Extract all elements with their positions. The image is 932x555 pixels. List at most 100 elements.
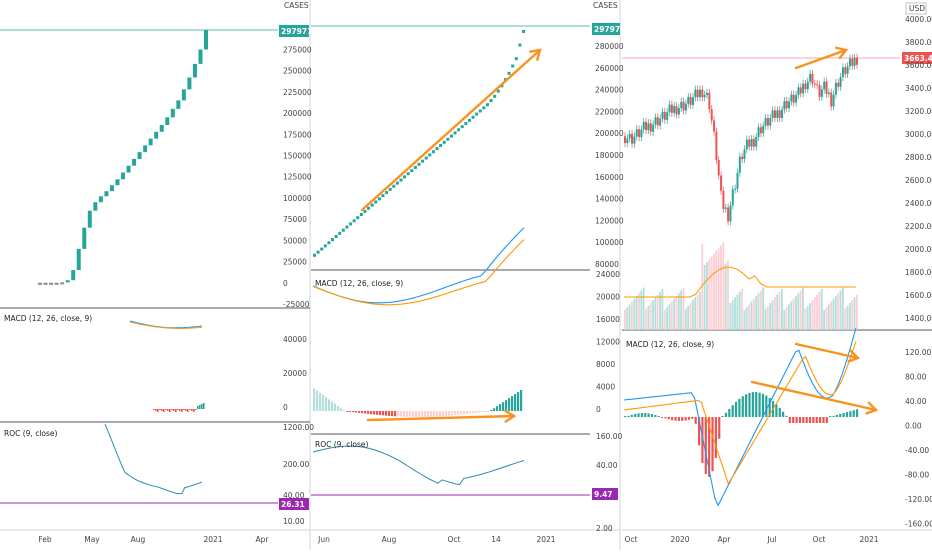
candle-body-20 [670, 104, 673, 113]
right-y-tick-4: 3200.00 [905, 107, 932, 116]
mid-macd-hist-39 [430, 411, 433, 417]
volume-bar-13 [654, 297, 657, 330]
right-macd-hist-57 [815, 417, 818, 423]
right-macd-hist-26 [711, 417, 714, 472]
right-macd-hist-67 [849, 411, 852, 417]
candle-body-48 [736, 172, 739, 189]
left-x-label-3: 2021 [203, 535, 222, 544]
candle-body-24 [680, 101, 683, 109]
candle-body-15 [659, 118, 662, 126]
right-macd-hist-22 [697, 417, 701, 446]
mid-macd-hist-65 [508, 398, 511, 411]
left-x-label-4: Apr [256, 535, 270, 544]
candle-body-83 [818, 85, 821, 97]
mid-macd-hist-30 [403, 411, 406, 417]
cases-step-23 [165, 117, 170, 125]
volume-bar-15 [659, 291, 661, 330]
mid-macd-hist-21 [376, 411, 379, 415]
cases-step-18 [137, 152, 142, 159]
mid-case-dot-b-1 [323, 244, 327, 248]
volume-bar-95 [846, 305, 849, 330]
right-macd-hist-54 [805, 417, 808, 423]
right-macd-hist-13 [667, 417, 670, 420]
mid-macd-hist-45 [448, 411, 451, 416]
right-macd-hist-1 [627, 415, 630, 417]
volume-bar-14 [656, 294, 659, 330]
volume-bar-3 [631, 301, 633, 330]
mid-macd-hist-23 [382, 411, 385, 416]
candle-body-81 [813, 83, 816, 85]
left-macd-hist-0 [153, 409, 155, 410]
volume-bar-69 [785, 307, 788, 330]
volume-bar-39 [715, 251, 718, 330]
left-macd-hist-7 [167, 409, 169, 411]
left-macd-hist-25 [203, 403, 205, 409]
mid-macd-tick-5: 4000 [596, 383, 615, 392]
left-macd-hist-24 [201, 404, 203, 409]
left-macd-hist-17 [187, 409, 189, 412]
volume-bar-26 [684, 308, 687, 330]
right-macd-hist-21 [694, 417, 697, 424]
volume-bar-6 [638, 293, 640, 330]
mid-case-dot-27 [507, 71, 511, 75]
candle-body-4 [633, 136, 636, 144]
right-macd-hist-24 [704, 417, 707, 474]
mid-macd-hist-18 [367, 411, 370, 414]
right-macd-arrow-top [794, 342, 860, 360]
volume-bar-93 [841, 287, 844, 330]
candle-body-85 [823, 81, 826, 90]
mid-case-dot-10 [385, 191, 389, 195]
candle-body-91 [837, 82, 840, 87]
mid-units-label: CASES [593, 1, 618, 10]
right-macd-hist-17 [681, 417, 684, 421]
left-macd-hist-1 [155, 409, 157, 411]
mid-case-dot-3 [334, 234, 338, 238]
mid-macd-hist-42 [439, 411, 442, 417]
mid-macd-hist-2 [319, 392, 322, 411]
mid-macd-hist-48 [457, 411, 460, 415]
mid-case-dot-b-13 [410, 169, 414, 173]
right-macd-hist-49 [788, 417, 791, 423]
candle-body-78 [806, 81, 809, 90]
candle-body-73 [795, 94, 798, 103]
candle-body-79 [809, 73, 812, 82]
volume-bar-20 [670, 301, 673, 330]
volume-bar-87 [827, 304, 830, 330]
right-macd-hist-69 [856, 409, 859, 417]
right-macd-hist-35 [741, 396, 744, 417]
candle-body-54 [750, 139, 753, 147]
mid-x-label-4: 2021 [536, 535, 555, 544]
left-macd-hist-4 [161, 409, 163, 411]
mid-macd-hist-16 [361, 411, 364, 414]
candle-body-28 [689, 96, 692, 105]
volume-bar-33 [701, 244, 704, 330]
mid-case-dot-5 [349, 222, 353, 226]
left-macd-hist-13 [179, 409, 181, 411]
right-macd-hist-38 [751, 392, 754, 417]
mid-case-dot-b-2 [331, 238, 335, 242]
volume-bar-49 [738, 291, 741, 330]
mid-trend-arrow [360, 48, 542, 212]
right-macd-hist-45 [775, 404, 778, 417]
candle-body-47 [734, 188, 737, 190]
cases-step-30 [204, 30, 208, 50]
volume-bar-18 [666, 307, 668, 330]
mid-macd-hist-47 [454, 411, 457, 416]
volume-bar-90 [834, 296, 837, 330]
left-macd-hist-19 [191, 409, 193, 411]
right-macd-hist-14 [671, 417, 674, 421]
cases-step-15 [121, 172, 125, 180]
right-macd-hist-65 [842, 413, 845, 417]
cases-step-21 [154, 131, 159, 139]
left-macd-hist-10 [173, 409, 175, 411]
cases-step-5 [65, 280, 70, 283]
volume-bar-53 [748, 304, 751, 330]
mid-macd-arrow [366, 414, 516, 422]
volume-bar-4 [633, 298, 636, 330]
mid-case-dot-b-28 [518, 43, 522, 47]
mid-macd-hist-61 [496, 406, 499, 411]
left-macd-hist-22 [197, 406, 199, 409]
volume-bar-21 [673, 298, 676, 330]
mid-macd-hist-49 [460, 411, 463, 415]
